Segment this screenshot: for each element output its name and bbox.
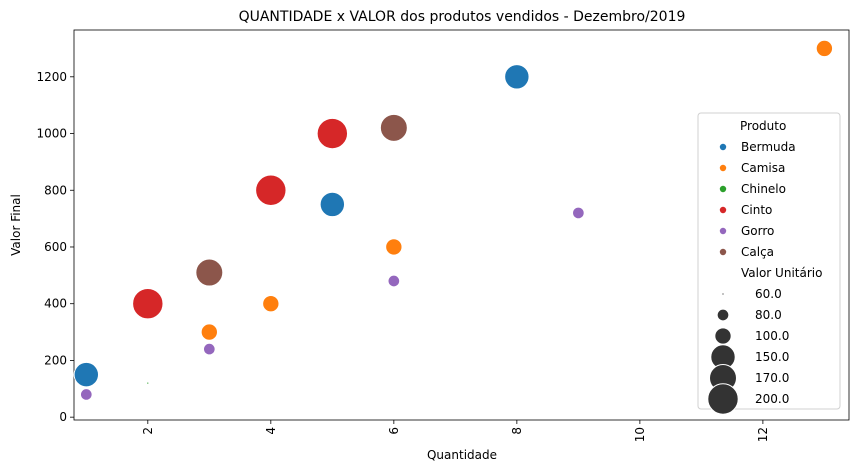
x-tick-label: 2 xyxy=(141,427,155,435)
legend-marker xyxy=(719,227,727,235)
legend-size-marker xyxy=(721,292,725,296)
point-calça xyxy=(195,258,224,287)
x-axis-label: Quantidade xyxy=(427,448,497,462)
point-gorro xyxy=(572,206,585,220)
legend-size-marker xyxy=(714,327,732,345)
legend-label: Bermuda xyxy=(741,140,796,154)
y-tick-label: 800 xyxy=(44,183,67,197)
y-axis-label: Valor Final xyxy=(9,194,23,256)
legend-label: Calça xyxy=(741,245,774,259)
legend-size-label: 170.0 xyxy=(755,371,789,385)
legend-box xyxy=(697,112,841,410)
point-camisa xyxy=(815,39,834,58)
legend-size-label: 80.0 xyxy=(755,308,782,322)
point-camisa xyxy=(200,323,218,341)
legend-size-label: 60.0 xyxy=(755,287,782,301)
point-gorro xyxy=(202,342,216,356)
plot-area: 2 4 6 8 10 12 0 200 400 600 800 1000 1200 xyxy=(36,29,850,442)
x-tick-label: 10 xyxy=(633,427,647,442)
legend-marker xyxy=(719,185,727,193)
legend-marker xyxy=(719,248,727,256)
point-cinto xyxy=(316,117,349,150)
point-bermuda xyxy=(73,361,100,388)
plot-frame xyxy=(73,29,850,421)
y-tick-label: 600 xyxy=(44,240,67,254)
legend-size-marker xyxy=(716,308,730,322)
legend-size-label: 100.0 xyxy=(755,329,789,343)
legend-hue-title: Produto xyxy=(740,119,786,133)
x-tick-label: 12 xyxy=(756,427,770,442)
legend-marker xyxy=(719,164,727,172)
point-calça xyxy=(379,113,408,142)
x-tick-label: 6 xyxy=(387,427,401,435)
y-tick-label: 400 xyxy=(44,297,67,311)
legend-label: Cinto xyxy=(741,203,772,217)
y-tick-label: 200 xyxy=(44,353,67,367)
legend: Produto Bermuda Camisa Chinelo Cinto Gorro Cal… xyxy=(697,112,841,415)
point-bermuda xyxy=(319,191,346,218)
legend-size-label: 200.0 xyxy=(755,392,789,406)
legend-size-title: Valor Unitário xyxy=(741,266,822,280)
y-tick-label: 0 xyxy=(59,410,67,424)
legend-size-label: 150.0 xyxy=(755,350,789,364)
y-tick-label: 1000 xyxy=(36,127,67,141)
legend-label: Gorro xyxy=(741,224,774,238)
legend-label: Camisa xyxy=(741,161,785,175)
point-camisa xyxy=(262,295,280,313)
point-cinto xyxy=(255,174,287,206)
point-bermuda xyxy=(504,64,530,90)
point-cinto xyxy=(132,288,164,320)
legend-label: Chinelo xyxy=(741,182,786,196)
x-tick-label: 4 xyxy=(264,427,278,435)
legend-marker xyxy=(719,206,727,214)
point-gorro xyxy=(79,388,93,401)
chart-title: QUANTIDADE x VALOR dos produtos vendidos… xyxy=(239,9,686,25)
y-tick-label: 1200 xyxy=(36,70,67,84)
point-chinelo xyxy=(146,381,150,385)
legend-marker xyxy=(719,143,727,151)
point-camisa xyxy=(385,238,403,256)
point-gorro xyxy=(387,274,401,288)
x-tick-label: 8 xyxy=(510,427,524,435)
legend-size-marker xyxy=(707,383,739,415)
